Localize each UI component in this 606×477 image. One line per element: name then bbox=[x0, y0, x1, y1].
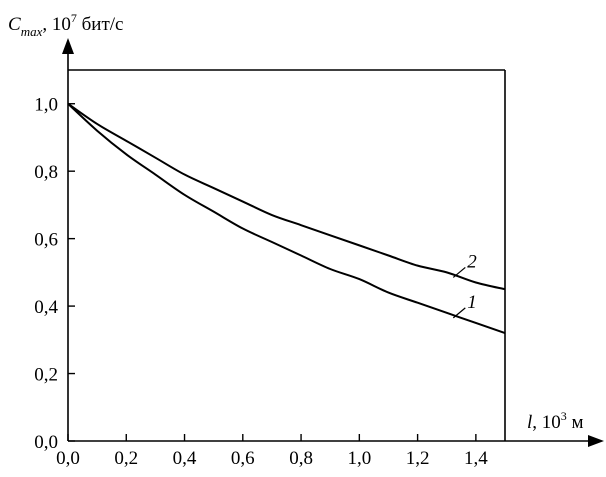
y-tick-label: 1,0 bbox=[34, 95, 58, 116]
series-label-leader-2 bbox=[452, 266, 466, 278]
x-tick-label: 0,2 bbox=[114, 448, 138, 469]
x-tick-label: 1,4 bbox=[464, 448, 488, 469]
y-tick-label: 0,6 bbox=[34, 230, 58, 251]
x-axis-arrow bbox=[588, 435, 604, 447]
y-axis-arrow bbox=[62, 38, 74, 54]
x-tick-label: 0,0 bbox=[56, 448, 80, 469]
ticks: 0,0 0,2 0,4 0,6 0,8 1,0 1,2 1,4 0,0 0,2 0,4 0,6 0,8 1… bbox=[34, 95, 488, 469]
y-tick-label: 0,8 bbox=[34, 162, 58, 183]
y-tick-label: 0,0 bbox=[34, 432, 58, 453]
curves bbox=[67, 102, 506, 335]
labels: 1 2 Cmax, 107 бит/с l, 103 м bbox=[8, 11, 584, 433]
series-label-2: 2 bbox=[467, 251, 477, 272]
y-axis-title: Cmax, 107 бит/с bbox=[8, 11, 123, 39]
plot-frame bbox=[62, 38, 604, 447]
x-tick-label: 0,6 bbox=[231, 448, 255, 469]
y-tick-label: 0,4 bbox=[34, 297, 58, 318]
x-tick-label: 1,2 bbox=[406, 448, 430, 469]
series-label-leader-1 bbox=[452, 307, 466, 319]
x-tick-label: 0,8 bbox=[289, 448, 313, 469]
x-tick-label: 1,0 bbox=[347, 448, 371, 469]
series-label-1: 1 bbox=[467, 292, 477, 313]
y-tick-label: 0,2 bbox=[34, 365, 58, 386]
series-line-1 bbox=[67, 102, 506, 335]
series-line-2 bbox=[67, 102, 506, 291]
x-tick-label: 0,4 bbox=[173, 448, 197, 469]
x-axis-title: l, 103 м bbox=[527, 409, 584, 433]
